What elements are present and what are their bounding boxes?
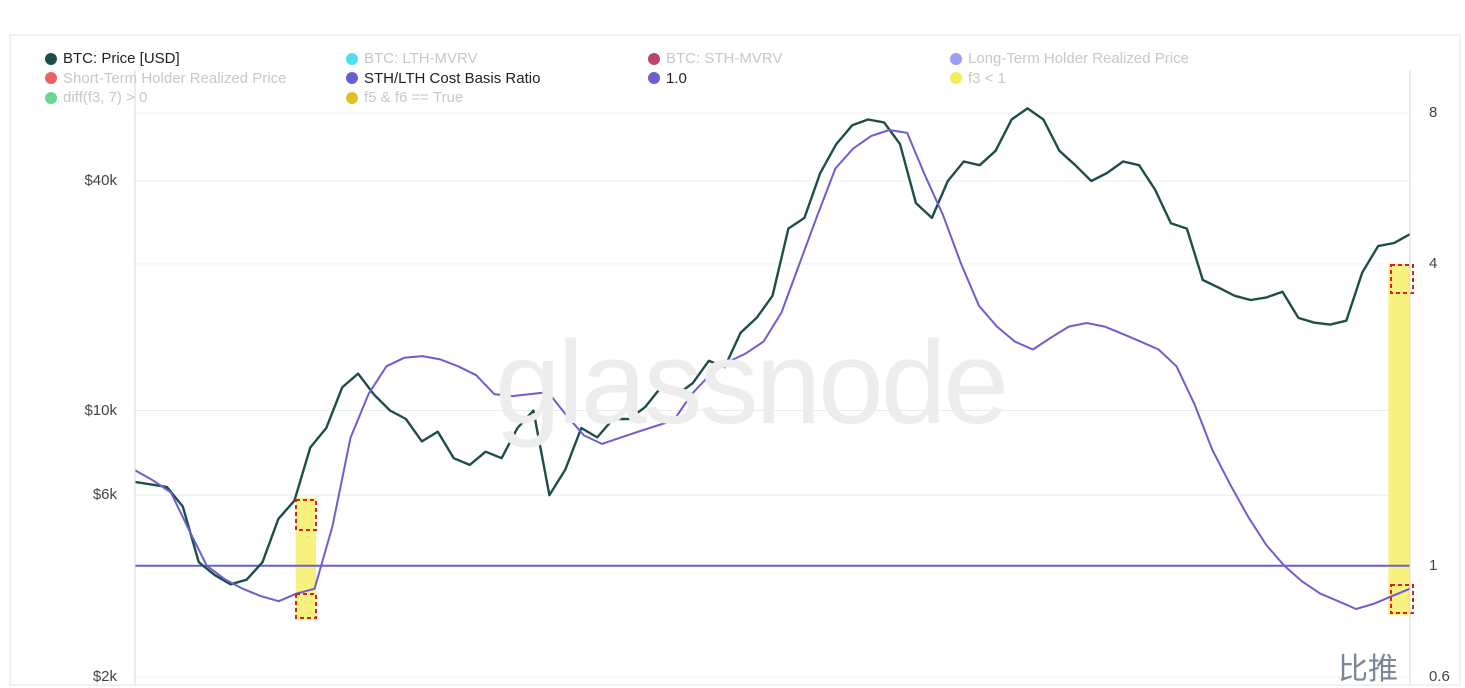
legend-label: BTC: STH-MVRV bbox=[666, 50, 783, 67]
chart-frame bbox=[9, 34, 1461, 686]
series-layer bbox=[134, 107, 1411, 610]
legend-item[interactable]: BTC: Price [USD] bbox=[45, 49, 180, 68]
legend-dot-icon bbox=[346, 72, 358, 84]
right-axis-tick-label: 8 bbox=[1429, 104, 1438, 121]
legend-item[interactable]: STH/LTH Cost Basis Ratio bbox=[346, 69, 540, 88]
legend-dot-icon bbox=[346, 91, 358, 104]
legend-item[interactable]: diff(f3, 7) > 0 bbox=[45, 88, 147, 107]
highlight-band bbox=[1388, 264, 1410, 615]
legend-dot-icon bbox=[346, 52, 358, 65]
legend-label: f3 < 1 bbox=[968, 69, 1006, 87]
legend-label: Long-Term Holder Realized Price bbox=[968, 50, 1189, 67]
legend-dot-icon bbox=[950, 72, 962, 84]
legend-item[interactable]: Long-Term Holder Realized Price bbox=[950, 49, 1189, 68]
signal-markers bbox=[295, 264, 1414, 619]
left-axis-tick-label: $6k bbox=[92, 486, 117, 504]
watermark-text: glassnode bbox=[495, 317, 1009, 449]
legend-label: diff(f3, 7) > 0 bbox=[63, 89, 148, 106]
legend-item[interactable]: 1.0 bbox=[648, 69, 687, 88]
legend-dot-icon bbox=[45, 91, 57, 104]
highlight-band bbox=[295, 498, 317, 620]
legend-item[interactable]: Short-Term Holder Realized Price bbox=[45, 69, 286, 88]
left-axis-tick-label: $40k bbox=[84, 172, 117, 189]
signal-marker-box bbox=[1390, 584, 1414, 614]
signal-marker-box bbox=[295, 499, 317, 531]
legend-item[interactable]: f5 & f6 == True bbox=[346, 88, 463, 107]
legend-label: STH/LTH Cost Basis Ratio bbox=[364, 69, 541, 87]
right-axis-tick-label: 1 bbox=[1429, 556, 1438, 574]
signal-marker-box bbox=[1390, 264, 1414, 294]
btc-price-line bbox=[134, 107, 1411, 586]
right-axis-tick-label: 4 bbox=[1429, 254, 1438, 272]
left-axis-tick-label: $2k bbox=[92, 668, 117, 685]
brand-logo-text: 比推 bbox=[1338, 652, 1398, 687]
right-axis-tick-label: 0.6 bbox=[1429, 668, 1450, 685]
legend-label: BTC: Price [USD] bbox=[63, 50, 180, 67]
legend-dot-icon bbox=[950, 52, 962, 65]
cost-basis-ratio-line bbox=[134, 129, 1411, 610]
legend-dot-icon bbox=[648, 52, 660, 65]
legend-dot-icon bbox=[45, 52, 57, 65]
legend-dot-icon bbox=[45, 72, 57, 84]
legend-label: Short-Term Holder Realized Price bbox=[63, 69, 287, 87]
legend-dot-icon bbox=[648, 72, 660, 84]
legend-label: 1.0 bbox=[666, 69, 687, 87]
legend-label: f5 & f6 == True bbox=[364, 89, 464, 106]
legend-item[interactable]: BTC: STH-MVRV bbox=[648, 49, 782, 68]
legend-item[interactable]: f3 < 1 bbox=[950, 69, 1006, 88]
left-axis-tick-label: $10k bbox=[84, 401, 117, 419]
signal-marker-box bbox=[295, 593, 317, 619]
legend-item[interactable]: BTC: LTH-MVRV bbox=[346, 49, 478, 68]
legend-label: BTC: LTH-MVRV bbox=[364, 50, 478, 67]
